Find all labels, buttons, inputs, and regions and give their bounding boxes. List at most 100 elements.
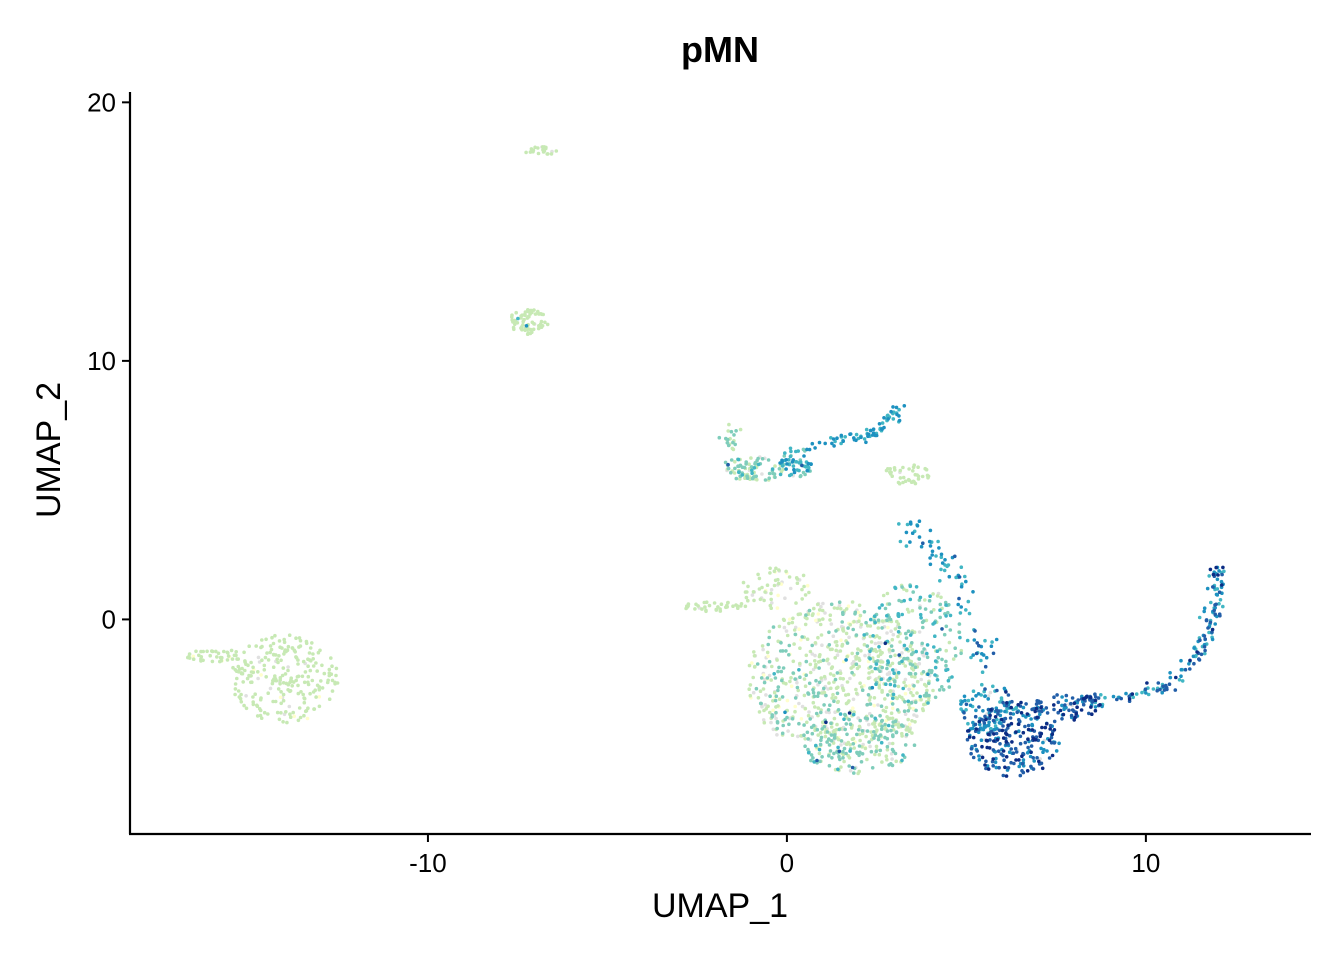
cell-point (1217, 612, 1222, 616)
cell-point (731, 604, 735, 608)
cell-point (845, 732, 849, 737)
cell-point (1052, 695, 1056, 699)
cell-point (327, 697, 332, 701)
cell-point (803, 593, 808, 597)
cell-point (1001, 749, 1006, 753)
cell-point (904, 588, 909, 593)
cell-point (516, 316, 520, 321)
cell-point (276, 660, 280, 665)
cell-point (1217, 602, 1221, 606)
cell-point (835, 700, 840, 704)
cell-point (802, 454, 806, 458)
cell-point (308, 646, 313, 650)
cell-point (1174, 675, 1178, 680)
cell-point (1093, 695, 1098, 699)
cell-point (824, 693, 828, 698)
cell-point (837, 754, 841, 759)
cell-point (773, 475, 777, 480)
cell-point (901, 753, 905, 757)
cell-point (834, 728, 839, 732)
cell-point (296, 683, 300, 688)
x-tick-label: 0 (780, 848, 794, 878)
cell-point (296, 691, 301, 696)
cell-point (874, 744, 879, 749)
cell-point (901, 686, 905, 691)
cell-point (864, 427, 869, 432)
cell-point (743, 604, 748, 609)
cell-point (302, 696, 306, 700)
cell-point (857, 658, 862, 663)
cell-point (247, 673, 251, 678)
cell-point (878, 733, 883, 737)
cell-point (856, 610, 861, 615)
cell-point (1031, 707, 1035, 711)
cell-point (536, 146, 540, 150)
cell-point (758, 597, 763, 602)
cell-point (988, 690, 993, 695)
cell-point (1026, 737, 1030, 741)
cell-point (1034, 738, 1038, 742)
cell-point (944, 659, 948, 664)
cell-point (1067, 708, 1071, 713)
cell-point (289, 678, 293, 682)
cell-point (913, 675, 917, 679)
cell-point (832, 444, 836, 448)
cell-point (327, 673, 332, 678)
cell-point (973, 714, 978, 719)
cell-point (540, 145, 545, 149)
cell-point (885, 757, 889, 762)
cell-point (905, 607, 910, 612)
cell-point (191, 654, 196, 659)
cell-point (978, 722, 982, 727)
cell-point (318, 648, 322, 653)
cell-point (836, 708, 841, 712)
cell-point (805, 616, 809, 621)
cell-point (880, 688, 884, 693)
cell-point (804, 465, 808, 469)
cell-point (932, 620, 937, 625)
cell-point (694, 602, 698, 607)
cell-point (789, 472, 794, 477)
cell-point (816, 691, 821, 695)
cell-point (767, 476, 771, 481)
cell-point (980, 755, 985, 760)
cell-point (860, 729, 865, 733)
cell-point (1023, 724, 1027, 729)
cell-point (828, 749, 833, 753)
cell-point (855, 651, 860, 656)
cell-point (1021, 770, 1026, 775)
cell-point (1031, 756, 1035, 760)
cell-point (858, 613, 863, 618)
cell-point (971, 590, 975, 594)
cell-point (906, 699, 911, 704)
cell-point (906, 709, 911, 713)
cell-point (947, 574, 952, 579)
cell-point (904, 732, 909, 737)
cell-point (843, 727, 847, 732)
cell-point (783, 717, 787, 722)
cell-point (898, 640, 902, 644)
cell-point (890, 747, 895, 752)
cell-point (260, 638, 264, 642)
cell-point (242, 650, 246, 655)
cell-point (983, 694, 987, 698)
cell-point (748, 693, 753, 698)
cell-point (828, 618, 832, 622)
cell-point (1014, 758, 1018, 762)
cell-point (326, 678, 331, 683)
cell-point (298, 715, 303, 720)
cell-point (251, 695, 255, 699)
cell-point (1187, 662, 1191, 666)
cell-point (882, 416, 886, 420)
cell-point (807, 681, 812, 686)
cell-point (883, 697, 887, 701)
cell-point (820, 727, 824, 731)
cell-point (237, 667, 242, 671)
cell-point (233, 687, 238, 691)
cell-point (1140, 690, 1144, 695)
cell-point (513, 319, 518, 323)
cell-point (281, 698, 286, 703)
cell-point (218, 659, 222, 664)
cell-point (272, 653, 276, 657)
cell-point (980, 682, 984, 687)
